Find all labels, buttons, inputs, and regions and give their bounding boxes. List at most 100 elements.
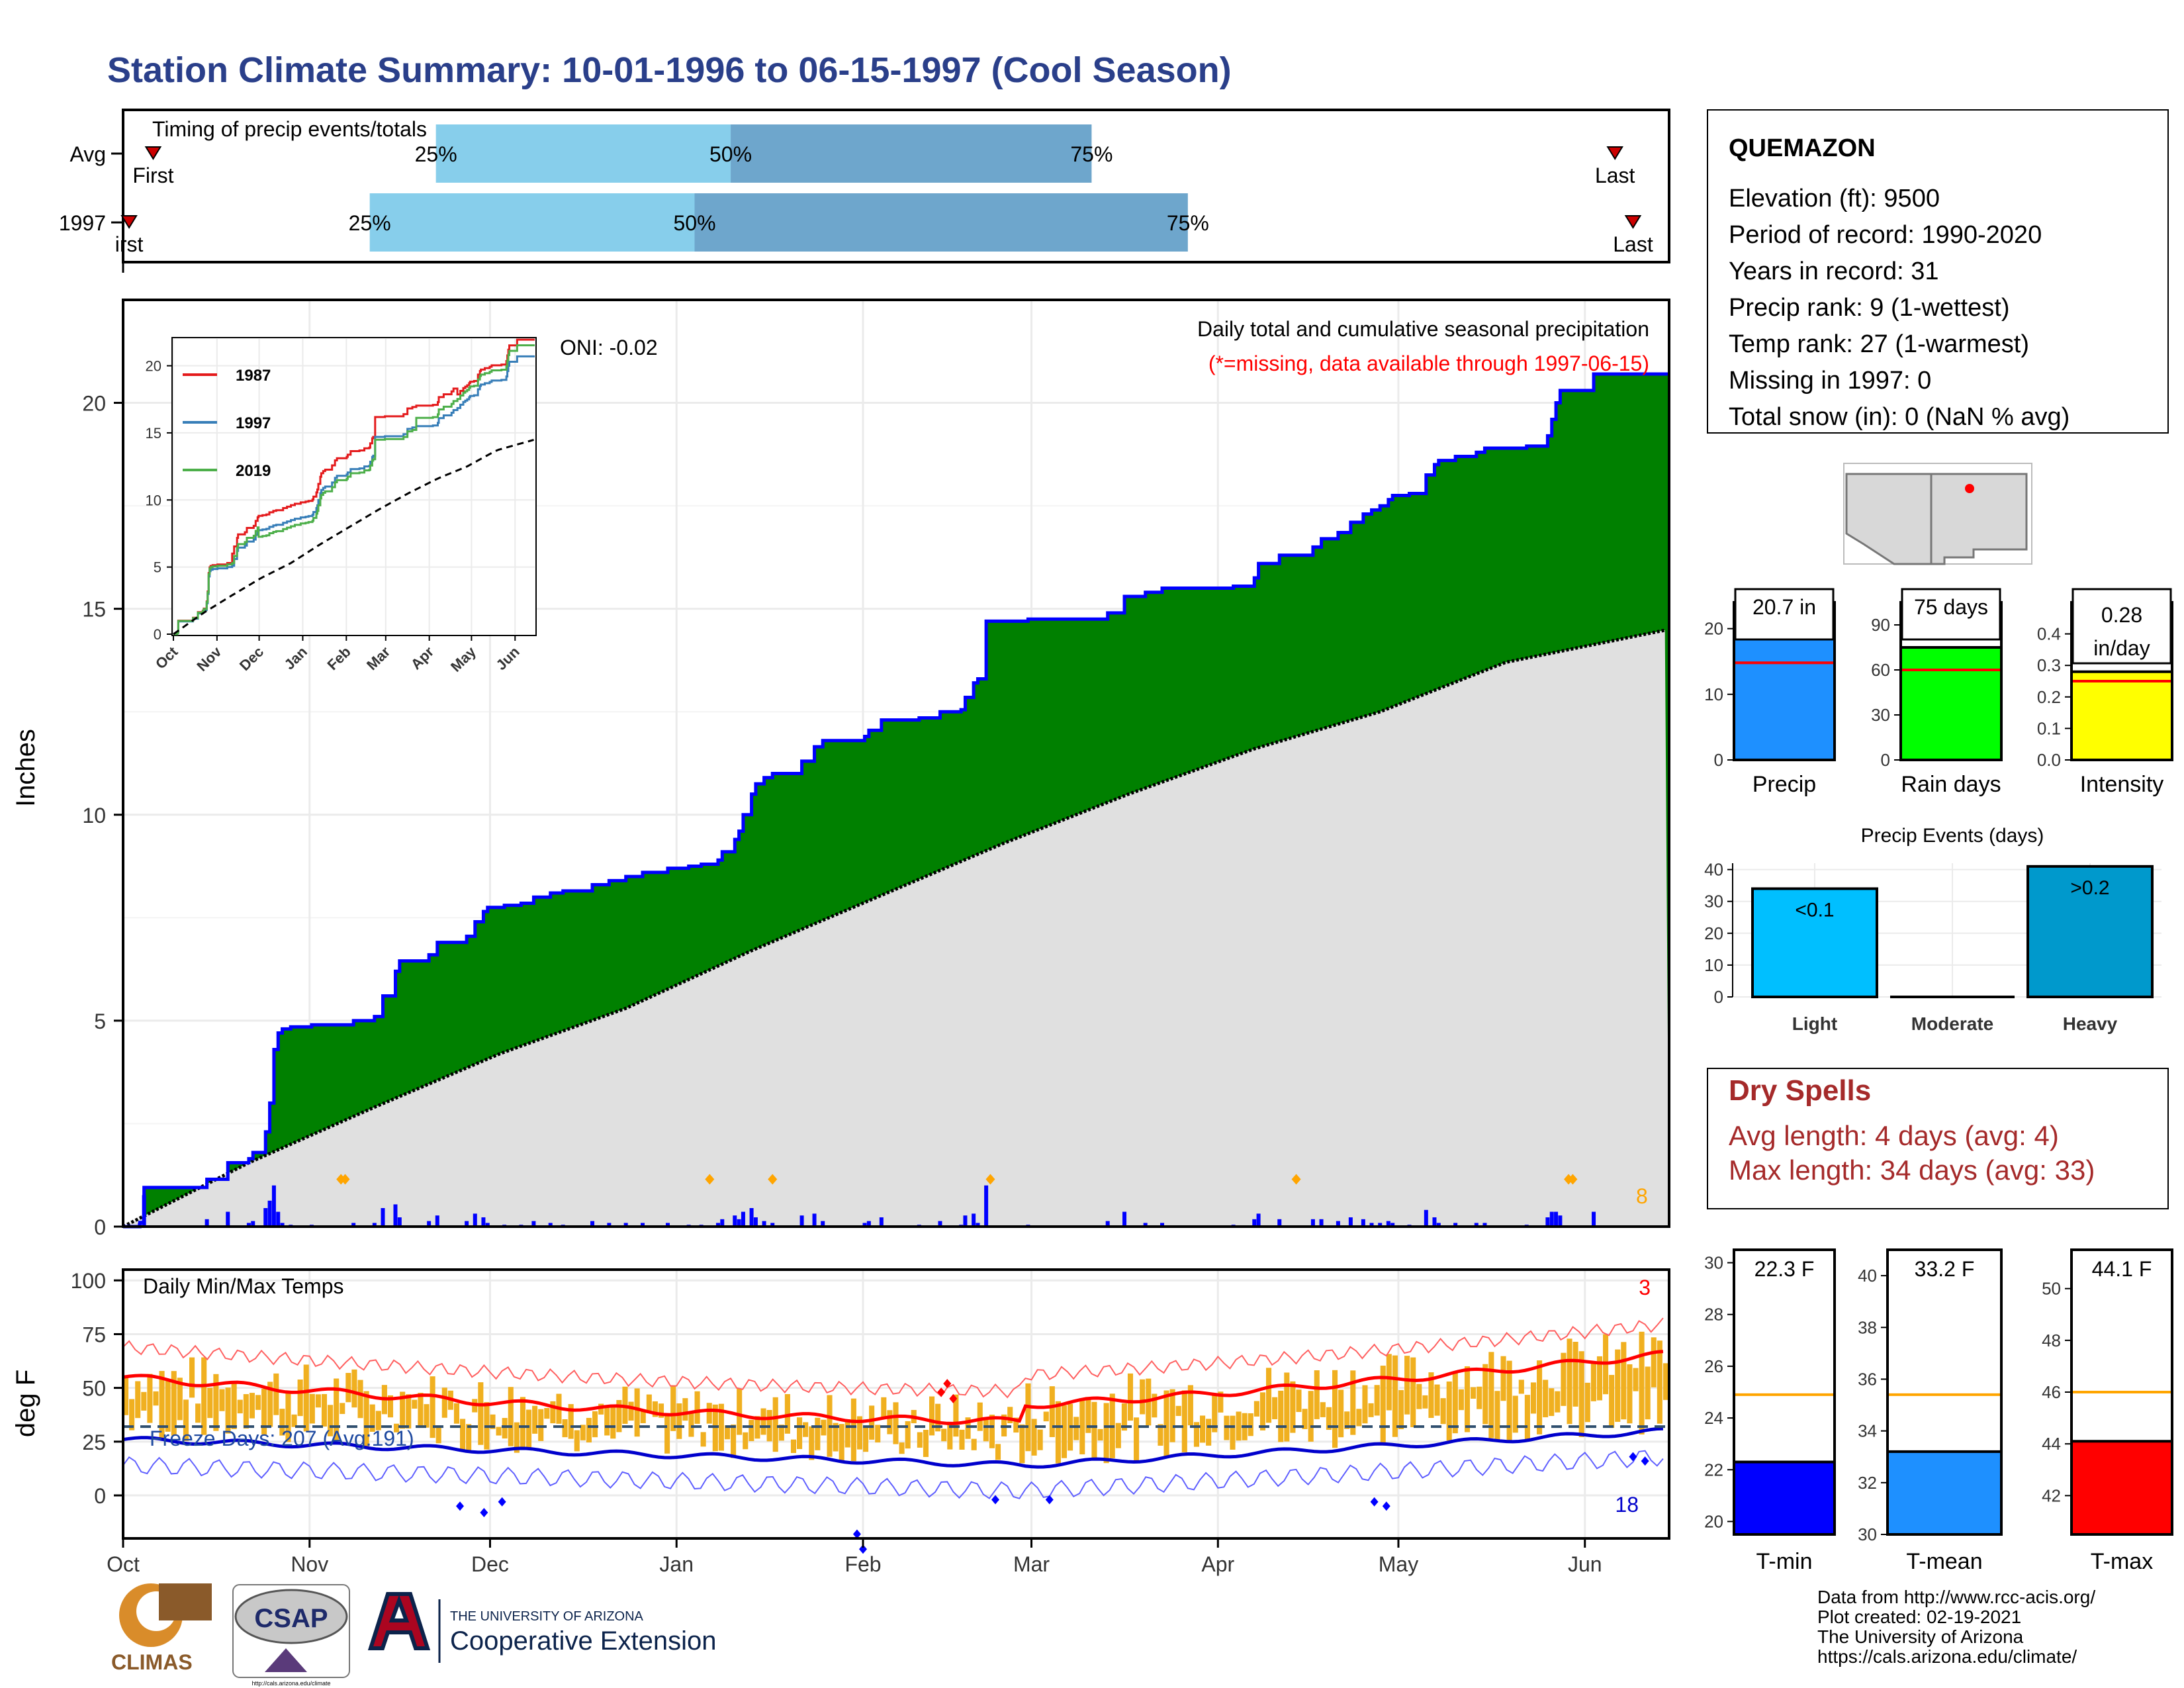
daily-temp-bar — [297, 1379, 303, 1417]
daily-precip-bar — [866, 1221, 871, 1227]
timing-panel: Timing of precip events/totals Avg 25% 50%… — [59, 109, 1670, 273]
daily-temp-bar — [1398, 1389, 1404, 1430]
temp-summary-y-tick-label: 28 — [1704, 1305, 1723, 1325]
daily-temp-bar — [1621, 1342, 1627, 1420]
events-bar-label: >0.2 — [2070, 877, 2109, 899]
daily-precip-bar — [1453, 1223, 1458, 1227]
month-tick-label: Feb — [844, 1552, 881, 1576]
daily-temp-bar — [441, 1387, 447, 1418]
daily-precip-bar — [938, 1221, 942, 1227]
daily-precip-bar — [251, 1221, 255, 1227]
daily-temp-bar — [568, 1404, 574, 1439]
last-event-marker — [1624, 215, 1642, 229]
temp-summary-bar — [2070, 1440, 2173, 1536]
daily-temp-bar — [562, 1419, 568, 1438]
average-tmin-line — [122, 1427, 1664, 1469]
daily-temp-bar — [1031, 1419, 1037, 1456]
daily-precip-bar — [1122, 1211, 1127, 1227]
daily-temp-bar — [424, 1404, 430, 1428]
daily-temp-bar — [1248, 1413, 1253, 1436]
daily-temp-bar — [1175, 1405, 1181, 1417]
daily-precip-bar — [590, 1221, 595, 1227]
average-cumulative-area — [123, 630, 1669, 1227]
daily-precip-bar — [1378, 1223, 1383, 1227]
record-high-line — [122, 1317, 1664, 1399]
first-event-marker — [144, 146, 162, 160]
temp-summary-value-label: 22.3 F — [1754, 1257, 1815, 1281]
summary-category-label: Precip — [1752, 772, 1816, 797]
record-low-count: 18 — [1615, 1493, 1639, 1517]
daily-temp-bar — [700, 1432, 706, 1447]
daily-temp-bar — [640, 1410, 646, 1423]
daily-temp-bar — [1073, 1417, 1079, 1440]
daily-temp-bar — [731, 1424, 737, 1458]
ua-logo-line1: THE UNIVERSITY OF ARIZONA — [450, 1609, 644, 1624]
daily-temp-bar — [1446, 1381, 1452, 1441]
daily-temp-bar — [1590, 1361, 1596, 1401]
timing-p75-label: 75% — [1070, 142, 1113, 166]
daily-temp-bar — [1512, 1395, 1518, 1433]
summary-y-tick-label: 10 — [1704, 684, 1723, 704]
daily-temp-bar — [1140, 1379, 1146, 1415]
daily-temp-bar — [1278, 1390, 1284, 1442]
daily-precip-bar — [976, 1223, 980, 1227]
daily-precip-bar — [799, 1215, 804, 1227]
first-event-label: irst — [115, 232, 144, 256]
daily-temp-bar — [1253, 1401, 1259, 1417]
daily-temp-bar — [724, 1425, 731, 1440]
events-y-tick-label: 40 — [1704, 860, 1723, 880]
daily-temp-bar — [604, 1407, 610, 1436]
daily-precip-bar — [465, 1221, 469, 1227]
daily-temp-bar — [135, 1381, 141, 1419]
daily-temp-bar — [1374, 1385, 1380, 1416]
daily-temp-bar — [1013, 1417, 1019, 1433]
summary-y-tick-label: 0 — [1881, 750, 1890, 770]
daily-precip-bar — [473, 1213, 477, 1227]
daily-precip-bar — [1252, 1219, 1257, 1227]
daily-precip-bar — [485, 1223, 490, 1227]
daily-temp-bar — [833, 1423, 839, 1452]
daily-temp-bar — [844, 1419, 850, 1448]
daily-precip-bar — [623, 1223, 628, 1227]
month-tick-label: Jun — [1568, 1552, 1602, 1576]
timing-row-label: Avg — [69, 142, 106, 166]
daily-temp-bar — [616, 1399, 622, 1432]
daily-precip-bar — [665, 1223, 670, 1227]
daily-temp-bar — [1115, 1423, 1121, 1448]
daily-precip-bar — [246, 1223, 251, 1227]
temp-summary-y-tick-label: 38 — [1858, 1317, 1877, 1337]
summary-y-tick-label: 0 — [1714, 750, 1723, 770]
daily-precip-bar — [984, 1185, 989, 1227]
daily-precip-bar — [715, 1223, 720, 1227]
daily-temp-bar — [1236, 1411, 1242, 1441]
daily-temp-bar — [1386, 1354, 1392, 1411]
daily-temp-bar — [255, 1395, 261, 1410]
inset-legend-label: 2019 — [236, 462, 271, 480]
daily-temp-bar — [1187, 1385, 1193, 1426]
daily-temp-bar — [688, 1412, 694, 1437]
daily-temp-bar — [935, 1403, 941, 1432]
daily-temp-bar — [1410, 1357, 1416, 1428]
temp-summary-y-tick-label: 30 — [1858, 1524, 1877, 1544]
daily-temp-bar — [1338, 1389, 1344, 1438]
month-tick-label: Dec — [471, 1552, 509, 1576]
temp-y-tick-label: 75 — [82, 1323, 106, 1346]
temp-summary-value-label: 33.2 F — [1915, 1257, 1975, 1281]
daily-precip-bar — [1319, 1219, 1324, 1227]
station-name: QUEMAZON — [1729, 134, 1876, 162]
daily-temp-bar — [1320, 1402, 1326, 1417]
inset-legend-label: 1997 — [236, 414, 271, 432]
daily-temp-bar — [1266, 1368, 1272, 1423]
daily-temp-bar — [772, 1397, 778, 1452]
daily-precip-bar — [1592, 1211, 1596, 1227]
daily-temp-bar — [634, 1388, 640, 1437]
daily-temp-bar — [315, 1394, 321, 1408]
csap-logo-url: http://cals.arizona.edu/climate — [251, 1680, 330, 1687]
summary-value-label: 0.28 — [2101, 603, 2142, 627]
month-tick-label: Jan — [659, 1552, 694, 1576]
record-high-count: 3 — [1639, 1276, 1651, 1299]
inset-y-tick-label: 15 — [146, 425, 161, 442]
summary-bar — [2070, 670, 2173, 761]
record-low-line — [122, 1450, 1664, 1499]
daily-temp-bar — [1272, 1397, 1278, 1419]
